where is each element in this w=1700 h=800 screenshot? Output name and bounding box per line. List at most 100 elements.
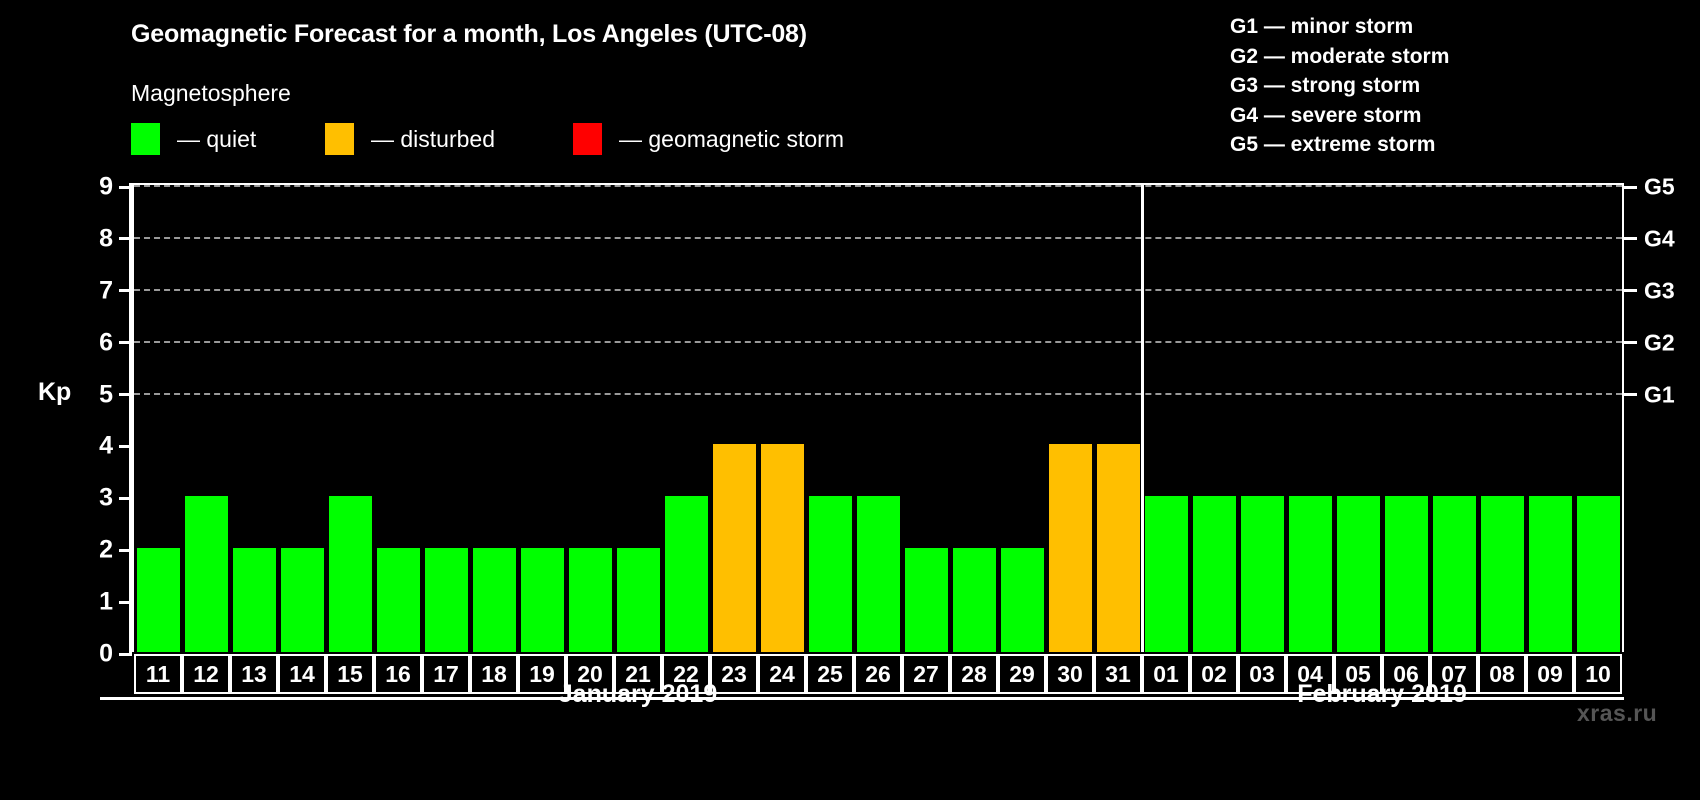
- bar: [856, 496, 900, 652]
- day-label-cell[interactable]: 04: [1286, 654, 1334, 694]
- y-axis-tick-label: 1: [99, 587, 113, 616]
- gridline: [134, 288, 1622, 291]
- series-group-label: Magnetosphere: [131, 80, 291, 106]
- day-label: 28: [961, 660, 987, 687]
- storm-scale-row: G2 — moderate storm: [1230, 44, 1450, 68]
- g-axis-tick-label: G5: [1644, 173, 1675, 200]
- day-label-cell[interactable]: 12: [182, 654, 230, 694]
- bar: [328, 496, 372, 652]
- day-label: 02: [1201, 660, 1227, 687]
- bar: [1000, 548, 1044, 652]
- legend-swatch-icon: [131, 123, 160, 155]
- day-label: 14: [289, 660, 315, 687]
- y-axis: 0 1 2 3 4 5 6 7 8 9: [99, 173, 132, 668]
- gridline: [134, 185, 1622, 187]
- bar: [568, 548, 612, 652]
- day-label-cell[interactable]: 03: [1238, 654, 1286, 694]
- g-axis-tick: [1624, 237, 1637, 241]
- bar: [1480, 496, 1524, 652]
- gridline: [134, 236, 1622, 239]
- legend-label: — quiet: [177, 125, 257, 152]
- day-label-cell[interactable]: 10: [1574, 654, 1622, 694]
- bar: [664, 496, 708, 652]
- g-scale-axis: G1 G2 G3 G4 G5: [1624, 174, 1700, 654]
- day-label-cell[interactable]: 05: [1334, 654, 1382, 694]
- y-axis-tick-label: 7: [99, 276, 113, 305]
- day-label: 06: [1393, 660, 1419, 687]
- day-label-cell[interactable]: 11: [134, 654, 182, 694]
- day-label-cell[interactable]: 31: [1094, 654, 1142, 694]
- day-label-cell[interactable]: 30: [1046, 654, 1094, 694]
- bar: [1144, 496, 1188, 652]
- y-axis-tick: [119, 185, 132, 189]
- day-label-cell[interactable]: 18: [470, 654, 518, 694]
- day-label-cell[interactable]: 22: [662, 654, 710, 694]
- y-axis-tick-label: 3: [99, 483, 113, 512]
- day-label-cell[interactable]: 28: [950, 654, 998, 694]
- y-axis-tick-label: 5: [99, 380, 113, 409]
- bar: [808, 496, 852, 652]
- day-label: 30: [1057, 660, 1083, 687]
- day-label: 13: [241, 660, 267, 687]
- bar: [472, 548, 516, 652]
- g-axis-tick-label: G1: [1644, 381, 1675, 408]
- watermark: xras.ru: [1577, 700, 1658, 726]
- day-label-cell[interactable]: 07: [1430, 654, 1478, 694]
- day-label: 31: [1105, 660, 1131, 687]
- day-label: 19: [529, 660, 555, 687]
- day-label-cell[interactable]: 13: [230, 654, 278, 694]
- y-axis-tick: [119, 496, 132, 500]
- day-label-cell[interactable]: 29: [998, 654, 1046, 694]
- day-label-cell[interactable]: 15: [326, 654, 374, 694]
- legend-swatch-icon: [573, 123, 602, 155]
- bar: [1096, 444, 1140, 652]
- gridline: [134, 392, 1622, 395]
- legend-label: — geomagnetic storm: [619, 125, 844, 152]
- day-label: 26: [865, 660, 891, 687]
- y-axis-tick: [119, 444, 132, 448]
- day-label-cell[interactable]: 23: [710, 654, 758, 694]
- g-axis-tick: [1624, 185, 1637, 189]
- g-axis-tick-label: G2: [1644, 329, 1675, 356]
- storm-scale-row: G5 — extreme storm: [1230, 133, 1436, 156]
- day-label-cell[interactable]: 01: [1142, 654, 1190, 694]
- y-axis-tick-label: 8: [99, 224, 113, 253]
- day-label-cell[interactable]: 20: [566, 654, 614, 694]
- legend-label: — disturbed: [371, 125, 496, 152]
- day-label-cell[interactable]: 14: [278, 654, 326, 694]
- day-label-cell[interactable]: 27: [902, 654, 950, 694]
- day-label: 03: [1249, 660, 1275, 687]
- day-label-cell[interactable]: 24: [758, 654, 806, 694]
- day-label-cell[interactable]: 19: [518, 654, 566, 694]
- day-label-cell[interactable]: 17: [422, 654, 470, 694]
- y-axis-tick: [119, 393, 132, 397]
- bar: [1192, 496, 1236, 652]
- day-label-cell[interactable]: 16: [374, 654, 422, 694]
- bar: [1288, 496, 1332, 652]
- day-label-cell[interactable]: 08: [1478, 654, 1526, 694]
- day-axis: 11 12 13 14 15 16 17 18 19 20 21 22 23 24 25 26 27 28 29 30…: [132, 654, 1624, 694]
- day-label: 07: [1441, 660, 1467, 687]
- day-label-cell[interactable]: 25: [806, 654, 854, 694]
- day-label: 09: [1537, 660, 1563, 687]
- bar: [424, 548, 468, 652]
- storm-scale-row: G4 — severe storm: [1230, 103, 1422, 127]
- bar: [1048, 444, 1092, 652]
- day-label: 17: [433, 660, 459, 687]
- bar: [1576, 496, 1620, 652]
- bar: [1528, 496, 1572, 652]
- day-label-cell[interactable]: 06: [1382, 654, 1430, 694]
- y-axis-spine: [129, 183, 132, 654]
- day-label-cell[interactable]: 09: [1526, 654, 1574, 694]
- day-label-cell[interactable]: 02: [1190, 654, 1238, 694]
- y-axis-tick: [119, 341, 132, 345]
- day-label-cell[interactable]: 26: [854, 654, 902, 694]
- day-label-cell[interactable]: 21: [614, 654, 662, 694]
- g-axis-tick: [1624, 393, 1637, 397]
- bar: [520, 548, 564, 652]
- y-axis-tick: [119, 289, 132, 293]
- y-axis-tick: [119, 237, 132, 241]
- g-axis-tick-label: G4: [1644, 225, 1675, 252]
- day-label: 10: [1585, 660, 1611, 687]
